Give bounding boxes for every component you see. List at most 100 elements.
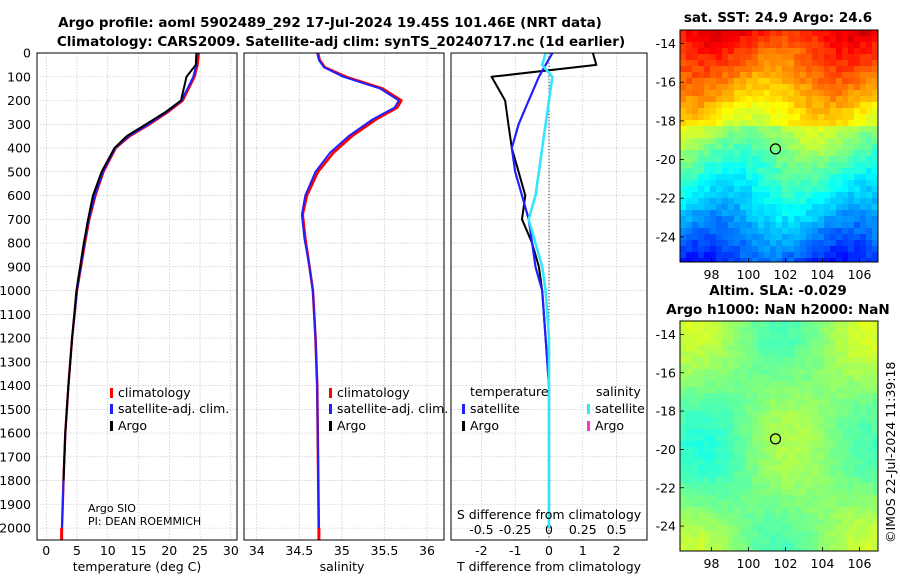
x-tick-label: 30 bbox=[223, 543, 239, 558]
sst-cell bbox=[692, 180, 699, 187]
sla-cell bbox=[710, 381, 717, 388]
sst-cell bbox=[830, 144, 837, 151]
sst-cell bbox=[740, 174, 747, 181]
sla-cell bbox=[704, 435, 711, 442]
sst-cell bbox=[866, 168, 873, 175]
salinity-lines bbox=[300, 53, 403, 540]
sla-cell bbox=[734, 327, 741, 334]
sst-cell bbox=[692, 126, 699, 133]
sst-cell bbox=[698, 240, 705, 247]
sst-cell bbox=[752, 120, 759, 127]
sst-cell bbox=[872, 252, 878, 259]
sla-cell bbox=[746, 459, 753, 466]
sla-cell bbox=[794, 483, 801, 490]
sst-cell bbox=[806, 228, 813, 235]
sst-cell bbox=[794, 228, 801, 235]
legend-swatch-temp-satellite bbox=[462, 404, 465, 414]
sla-cell bbox=[764, 393, 771, 400]
sst-cell bbox=[692, 150, 699, 157]
sla-cell bbox=[788, 435, 795, 442]
sla-cell bbox=[794, 357, 801, 364]
sla-cell bbox=[746, 321, 753, 328]
sla-cell bbox=[800, 321, 807, 328]
sla-cell bbox=[752, 483, 759, 490]
sla-cell bbox=[866, 519, 873, 526]
sla-cell bbox=[860, 465, 867, 472]
sla-cell bbox=[818, 531, 825, 538]
sst-cell bbox=[710, 246, 717, 253]
sla-cell bbox=[770, 369, 777, 376]
sst-cell bbox=[728, 78, 735, 85]
sst-cell bbox=[728, 102, 735, 109]
sst-cell bbox=[758, 210, 765, 217]
sla-cell bbox=[692, 495, 699, 502]
sla-cell bbox=[764, 501, 771, 508]
sla-cell bbox=[716, 543, 723, 550]
sla-cell bbox=[848, 369, 855, 376]
sla-cell bbox=[692, 429, 699, 436]
sla-cell bbox=[716, 369, 723, 376]
sla-cell bbox=[860, 363, 867, 370]
sst-cell bbox=[806, 66, 813, 73]
sla-cell bbox=[698, 369, 705, 376]
sla-cell bbox=[686, 549, 693, 551]
sla-cell bbox=[698, 507, 705, 514]
sla-cell bbox=[872, 519, 878, 526]
sst-cell bbox=[866, 204, 873, 211]
sla-cell bbox=[710, 399, 717, 406]
sla-cell bbox=[872, 513, 878, 520]
sla-cell bbox=[716, 375, 723, 382]
sst-cell bbox=[794, 78, 801, 85]
sla-cell bbox=[692, 393, 699, 400]
sst-cell bbox=[848, 180, 855, 187]
sla-cell bbox=[704, 339, 711, 346]
sla-cell bbox=[800, 471, 807, 478]
sst-cell bbox=[860, 180, 867, 187]
sst-cell bbox=[728, 114, 735, 121]
sst-cell bbox=[746, 78, 753, 85]
sla-cell bbox=[872, 501, 878, 508]
sst-cell bbox=[722, 228, 729, 235]
sst-cell bbox=[830, 168, 837, 175]
sla-cell bbox=[854, 483, 861, 490]
sla-cell bbox=[776, 459, 783, 466]
sla-cell bbox=[740, 549, 747, 551]
sst-cell bbox=[680, 150, 687, 157]
sst-cell bbox=[806, 180, 813, 187]
sla-cell bbox=[746, 327, 753, 334]
sla-cell bbox=[734, 453, 741, 460]
sst-cell bbox=[716, 222, 723, 229]
sst-cell bbox=[764, 228, 771, 235]
sla-cell bbox=[842, 321, 849, 328]
sla-cell bbox=[758, 387, 765, 394]
sst-cell bbox=[764, 72, 771, 79]
sst-cell bbox=[818, 132, 825, 139]
sst-cell bbox=[836, 210, 843, 217]
sla-cell bbox=[866, 447, 873, 454]
sla-cell bbox=[752, 405, 759, 412]
sst-cell bbox=[710, 204, 717, 211]
sla-cell bbox=[830, 507, 837, 514]
x-tick-label: 1 bbox=[579, 543, 587, 558]
sst-cell bbox=[860, 210, 867, 217]
sst-cell bbox=[872, 150, 878, 157]
sst-cell bbox=[698, 192, 705, 199]
temperature-lines bbox=[60, 53, 200, 540]
sla-cell bbox=[740, 351, 747, 358]
sla-cell bbox=[872, 537, 878, 544]
sst-cell bbox=[872, 174, 878, 181]
sla-cell bbox=[794, 429, 801, 436]
sla-cell bbox=[686, 477, 693, 484]
sst-cell bbox=[728, 84, 735, 91]
sst-cell bbox=[710, 156, 717, 163]
sst-cell bbox=[812, 102, 819, 109]
sla-cell bbox=[686, 537, 693, 544]
sst-cell bbox=[872, 216, 878, 223]
sst-cell bbox=[812, 150, 819, 157]
sla-cell bbox=[854, 321, 861, 328]
sla-cell bbox=[752, 369, 759, 376]
sla-cell bbox=[848, 399, 855, 406]
sst-cell bbox=[854, 60, 861, 67]
sst-cell bbox=[860, 108, 867, 115]
sst-cell bbox=[764, 156, 771, 163]
